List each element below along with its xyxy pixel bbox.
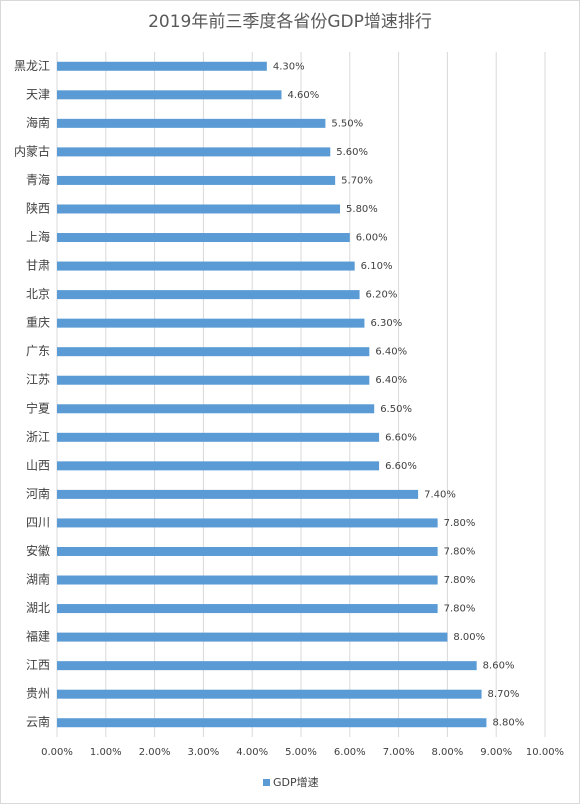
y-tick-label: 四川 xyxy=(26,515,50,529)
data-label: 5.80% xyxy=(346,204,378,215)
bar xyxy=(57,233,350,243)
x-tick-label: 2.00% xyxy=(139,747,171,758)
data-label: 5.70% xyxy=(341,175,373,186)
y-tick-label: 湖南 xyxy=(26,572,50,587)
bar xyxy=(57,689,482,699)
data-label: 8.70% xyxy=(488,689,520,700)
data-label: 5.60% xyxy=(336,147,368,158)
data-label: 6.40% xyxy=(375,347,407,358)
y-tick-label: 江苏 xyxy=(26,373,50,387)
y-tick-label: 湖北 xyxy=(26,600,50,615)
bar xyxy=(57,175,336,185)
bar xyxy=(57,347,370,357)
y-tick-label: 青海 xyxy=(26,172,50,187)
data-label: 6.10% xyxy=(361,261,393,272)
bar xyxy=(57,432,380,442)
data-label: 4.30% xyxy=(273,61,305,72)
bar xyxy=(57,461,380,471)
data-label: 6.00% xyxy=(356,233,388,244)
x-tick-label: 9.00% xyxy=(480,747,512,758)
y-tick-label: 河南 xyxy=(26,486,50,501)
y-tick-label: 天津 xyxy=(26,87,50,101)
data-label: 7.80% xyxy=(444,546,476,557)
y-tick-label: 福建 xyxy=(26,629,50,644)
data-label: 6.30% xyxy=(370,318,402,329)
bar xyxy=(57,90,282,100)
x-tick-label: 6.00% xyxy=(334,747,366,758)
bar xyxy=(57,261,355,271)
bar xyxy=(57,661,477,671)
data-label: 6.40% xyxy=(375,375,407,386)
y-tick-label: 浙江 xyxy=(26,430,50,444)
data-label: 8.60% xyxy=(483,661,515,672)
data-label: 6.60% xyxy=(385,432,417,443)
data-label: 7.40% xyxy=(424,489,456,500)
y-tick-label: 山西 xyxy=(26,458,50,472)
x-tick-label: 1.00% xyxy=(90,747,122,758)
y-tick-label: 上海 xyxy=(26,229,50,244)
bar xyxy=(57,318,365,328)
bar xyxy=(57,489,419,499)
y-tick-label: 海南 xyxy=(26,115,50,130)
data-label: 8.00% xyxy=(453,632,485,643)
y-tick-label: 黑龙江 xyxy=(14,59,50,73)
y-tick-label: 陕西 xyxy=(26,200,50,215)
bar xyxy=(57,290,360,300)
y-tick-label: 内蒙古 xyxy=(14,143,50,158)
y-tick-label: 安徽 xyxy=(26,543,50,558)
x-tick-label: 7.00% xyxy=(383,747,415,758)
y-tick-label: 北京 xyxy=(26,287,50,301)
legend-label: GDP增速 xyxy=(273,775,319,789)
data-label: 6.20% xyxy=(366,290,398,301)
data-label: 5.50% xyxy=(331,118,363,129)
y-tick-label: 广东 xyxy=(26,344,50,358)
data-label: 6.60% xyxy=(385,461,417,472)
y-tick-label: 重庆 xyxy=(26,316,50,330)
bar xyxy=(57,604,438,614)
bar xyxy=(57,718,487,728)
x-tick-label: 3.00% xyxy=(188,747,220,758)
data-label: 4.60% xyxy=(287,90,319,101)
bar xyxy=(57,404,375,414)
bar xyxy=(57,518,438,528)
x-tick-label: 10.00% xyxy=(526,747,564,758)
data-label: 7.80% xyxy=(444,518,476,529)
y-tick-label: 江西 xyxy=(26,658,50,672)
bar xyxy=(57,632,448,642)
bar xyxy=(57,147,331,157)
legend-swatch xyxy=(263,779,270,786)
y-tick-label: 云南 xyxy=(26,714,50,729)
x-tick-label: 5.00% xyxy=(285,747,317,758)
x-tick-label: 0.00% xyxy=(41,747,73,758)
bar xyxy=(57,118,326,128)
x-tick-label: 8.00% xyxy=(432,747,464,758)
data-label: 7.80% xyxy=(444,575,476,586)
bar xyxy=(57,546,438,556)
data-label: 7.80% xyxy=(444,604,476,615)
bar xyxy=(57,575,438,585)
x-tick-label: 4.00% xyxy=(236,747,268,758)
data-label: 8.80% xyxy=(492,718,524,729)
chart-title: 2019年前三季度各省份GDP增速排行 xyxy=(148,12,432,32)
bar xyxy=(57,375,370,385)
data-label: 6.50% xyxy=(380,404,412,415)
y-tick-label: 宁夏 xyxy=(26,400,50,415)
bar xyxy=(57,61,267,71)
bar xyxy=(57,204,341,214)
y-tick-label: 贵州 xyxy=(26,687,50,701)
y-tick-label: 甘肃 xyxy=(26,259,50,273)
